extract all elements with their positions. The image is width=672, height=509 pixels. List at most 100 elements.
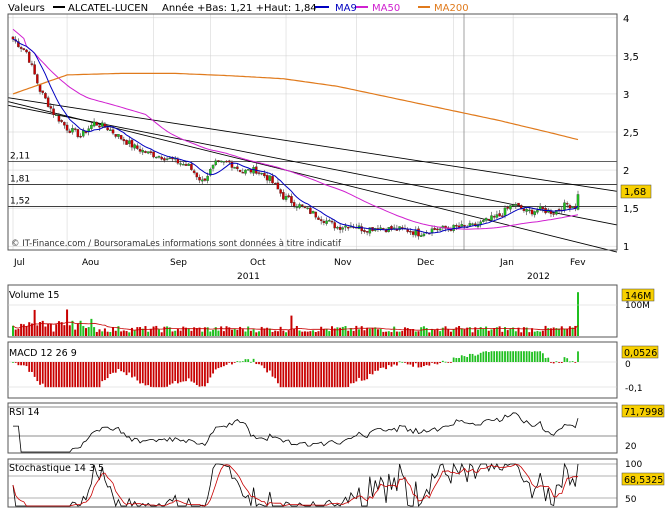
macd-bar	[112, 362, 114, 373]
volume-bar	[390, 332, 393, 336]
macd-bar	[574, 362, 577, 363]
candle	[455, 225, 458, 227]
macd-bar	[512, 351, 515, 362]
volume-bar	[60, 322, 63, 336]
volume-bar	[187, 328, 190, 336]
volume-bar	[441, 327, 444, 336]
volume-bar	[268, 328, 271, 336]
macd-bar	[555, 361, 558, 363]
volume-bar	[258, 331, 261, 336]
candle	[322, 220, 326, 223]
volume-bar	[247, 326, 250, 336]
volume-bar	[512, 327, 515, 336]
macd-bar	[128, 362, 131, 373]
macd-bar	[525, 351, 528, 362]
candle	[538, 206, 542, 210]
volume-bar	[444, 326, 447, 336]
candle	[22, 48, 26, 51]
macd-bar	[141, 362, 144, 384]
level-label: 1,81	[10, 175, 30, 185]
volume-bar	[139, 327, 142, 336]
rsi-last-value: 71,7998	[624, 407, 663, 418]
macd-bar	[385, 362, 387, 370]
macd-bar	[468, 353, 471, 362]
volume-bar	[468, 327, 471, 336]
ma50-line	[12, 28, 579, 230]
volume-bar	[249, 330, 252, 336]
year-label-2011: 2011	[237, 272, 260, 282]
macd-bar	[185, 362, 187, 382]
candle	[192, 170, 196, 173]
candle	[411, 231, 415, 235]
volume-bar	[128, 332, 131, 336]
candle	[19, 47, 23, 49]
candle	[90, 124, 93, 129]
macd-bar	[268, 362, 271, 371]
candle	[182, 164, 185, 166]
volume-bar	[236, 329, 239, 336]
macd-bar	[536, 351, 539, 362]
macd-bar	[298, 362, 301, 388]
macd-bar	[279, 362, 282, 388]
candle	[303, 206, 307, 208]
volume-bar	[544, 325, 547, 336]
macd-bar	[490, 351, 493, 362]
volume-bar	[504, 327, 507, 336]
volume-bar	[36, 325, 39, 336]
volume-bar	[220, 326, 223, 336]
volume-bar	[174, 330, 177, 336]
volume-bar	[244, 331, 247, 336]
macd-bar	[12, 362, 14, 363]
macd-bar	[368, 362, 371, 374]
ma50-legend: MA50	[372, 3, 400, 14]
macd-bar	[79, 362, 82, 388]
volume-bar	[312, 330, 315, 336]
macd-bar	[360, 362, 363, 381]
macd-bar	[163, 362, 166, 388]
volume-bar	[571, 327, 574, 336]
price-panel: 2,111,811,52 11,522,533,54 © IT-Finance.…	[7, 13, 652, 253]
macd-bar	[560, 362, 563, 363]
volume-bar	[431, 329, 434, 336]
candle	[95, 122, 99, 126]
macd-bar	[433, 362, 436, 364]
volume-bar	[328, 331, 331, 336]
macd-bar	[214, 362, 217, 370]
volume-bar	[536, 330, 539, 336]
volume-bar	[541, 330, 544, 336]
volume-bar	[290, 315, 293, 336]
volume-bar	[501, 331, 504, 336]
macd-bar	[460, 355, 463, 362]
candle	[263, 172, 266, 177]
candle	[417, 228, 420, 237]
macd-title: MACD 12 26 9	[9, 348, 77, 359]
macd-bar	[14, 362, 17, 363]
macd-bar	[168, 362, 171, 385]
candle	[119, 135, 123, 140]
macd-bar	[63, 362, 66, 388]
candle	[71, 128, 74, 133]
volume-bar	[228, 327, 231, 336]
macd-bar	[552, 362, 555, 364]
volume-bar	[225, 326, 228, 336]
candle	[11, 36, 15, 40]
macd-bar	[66, 362, 68, 388]
moving-averages	[12, 28, 579, 234]
macd-bar	[144, 362, 147, 386]
macd-bar	[441, 360, 444, 362]
volume-bar	[417, 331, 420, 336]
candle	[503, 207, 507, 216]
candle	[122, 139, 126, 142]
candle	[565, 203, 569, 205]
volume-bar	[528, 332, 531, 336]
volume-bar	[71, 320, 74, 336]
volume-bar	[125, 331, 128, 336]
macd-bar	[120, 362, 123, 372]
macd-bar	[76, 362, 79, 388]
macd-bar	[266, 362, 269, 373]
macd-bar	[244, 359, 247, 362]
candle	[44, 93, 47, 99]
volume-bar	[209, 331, 212, 336]
macd-bar	[290, 362, 293, 388]
level-label: 2,11	[10, 152, 30, 162]
